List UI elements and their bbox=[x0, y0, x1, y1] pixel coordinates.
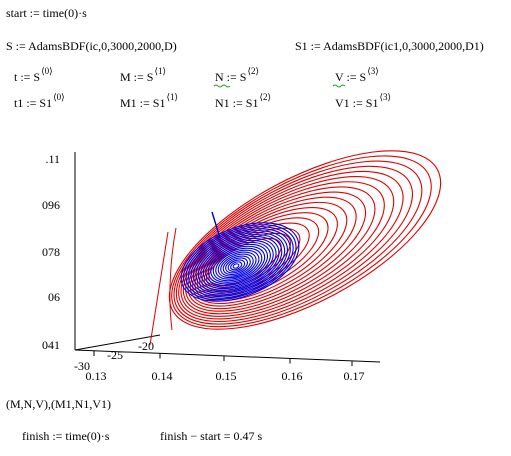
plot-3d bbox=[74, 150, 442, 366]
trajectory-ring bbox=[217, 251, 257, 279]
z-tick-label: .11 bbox=[45, 152, 60, 166]
z-tick-label: 078 bbox=[42, 245, 60, 259]
trajectory-ring bbox=[227, 259, 246, 272]
trajectory-ring bbox=[212, 247, 263, 282]
trajectory-ring bbox=[180, 222, 300, 302]
start-definition: start := time(0)·s bbox=[6, 6, 87, 20]
y-axis bbox=[74, 334, 161, 351]
trajectory-ring bbox=[173, 160, 423, 325]
x-axis bbox=[74, 349, 381, 363]
spell-underline bbox=[213, 84, 231, 88]
column-index: ⟨3⟩ bbox=[367, 66, 379, 76]
trajectory-ring bbox=[178, 170, 404, 320]
spell-underline bbox=[332, 84, 346, 88]
trajectory-ring bbox=[183, 224, 297, 301]
x-tick-label: 0.15 bbox=[216, 369, 237, 383]
column-index: ⟨3⟩ bbox=[379, 92, 391, 102]
column-index: ⟨0⟩ bbox=[53, 92, 65, 102]
trajectory-ring bbox=[220, 253, 254, 277]
trajectory-ring bbox=[192, 232, 286, 294]
column-index: ⟨0⟩ bbox=[41, 66, 53, 76]
trajectory-ring bbox=[222, 255, 251, 275]
column-definition: M1 := S1 bbox=[120, 96, 165, 110]
plot-expression: (M,N,V),(M1,N1,V1) bbox=[6, 397, 111, 411]
x-tick-label: 0.13 bbox=[86, 369, 107, 383]
column-index: ⟨2⟩ bbox=[259, 92, 271, 102]
y-tick-label: -25 bbox=[107, 348, 123, 362]
trajectory-ring bbox=[197, 235, 280, 291]
finish-definition: finish := time(0)·s bbox=[22, 429, 110, 443]
trajectory-ring bbox=[168, 150, 442, 330]
column-definition: V := S bbox=[335, 70, 366, 84]
z-tick-label: 06 bbox=[48, 290, 60, 304]
trajectory-ring bbox=[202, 239, 274, 288]
elapsed-result: finish − start = 0.47 s bbox=[160, 429, 263, 443]
trajectory-ring bbox=[195, 234, 283, 293]
solve-definition: S := AdamsBDF(ic,0,3000,2000,D) bbox=[6, 39, 177, 53]
column-definition: M := S bbox=[120, 70, 153, 84]
y-tick-label: -20 bbox=[138, 339, 154, 353]
trajectory-ring bbox=[192, 201, 348, 305]
column-definition: t := S bbox=[14, 70, 40, 84]
trajectory-ring bbox=[182, 181, 385, 315]
trajectory-ring bbox=[185, 226, 294, 299]
trajectory-ring bbox=[180, 176, 395, 317]
trajectory-ring bbox=[232, 263, 240, 269]
trajectory-ring bbox=[187, 228, 291, 297]
column-index: ⟨1⟩ bbox=[166, 92, 178, 102]
trajectory-ring bbox=[189, 196, 357, 307]
y-tick-label: -30 bbox=[74, 359, 90, 373]
trajectory-ring bbox=[171, 155, 432, 328]
trajectory-ring bbox=[203, 227, 301, 292]
x-tick-label: 0.16 bbox=[282, 369, 303, 383]
solve-definition: S1 := AdamsBDF(ic1,0,3000,2000,D1) bbox=[295, 39, 484, 53]
trajectory-ring bbox=[187, 191, 367, 310]
trajectory-ring bbox=[225, 257, 248, 274]
column-index: ⟨2⟩ bbox=[247, 66, 259, 76]
trajectory-ring bbox=[210, 245, 266, 283]
trajectory-ring bbox=[230, 261, 243, 271]
trajectory-start bbox=[211, 211, 221, 239]
trajectory-ring bbox=[190, 230, 289, 296]
trajectory-ring bbox=[205, 241, 271, 286]
x-tick-label: 0.17 bbox=[344, 369, 365, 383]
column-definition: t1 := S1 bbox=[14, 96, 52, 110]
column-index: ⟨1⟩ bbox=[154, 66, 166, 76]
column-definition: V1 := S1 bbox=[335, 96, 378, 110]
trajectory-ring bbox=[175, 165, 414, 323]
trajectory-ring bbox=[185, 186, 376, 312]
trajectory-ring bbox=[215, 249, 260, 280]
trajectory-ring bbox=[207, 243, 269, 285]
x-tick-label: 0.14 bbox=[152, 369, 173, 383]
column-definition: N := S bbox=[215, 70, 246, 84]
trajectory-start bbox=[149, 227, 177, 346]
z-tick-label: 041 bbox=[42, 338, 60, 352]
column-definition: N1 := S1 bbox=[215, 96, 258, 110]
z-tick-label: 096 bbox=[42, 198, 60, 212]
trajectory-ring bbox=[200, 237, 277, 290]
